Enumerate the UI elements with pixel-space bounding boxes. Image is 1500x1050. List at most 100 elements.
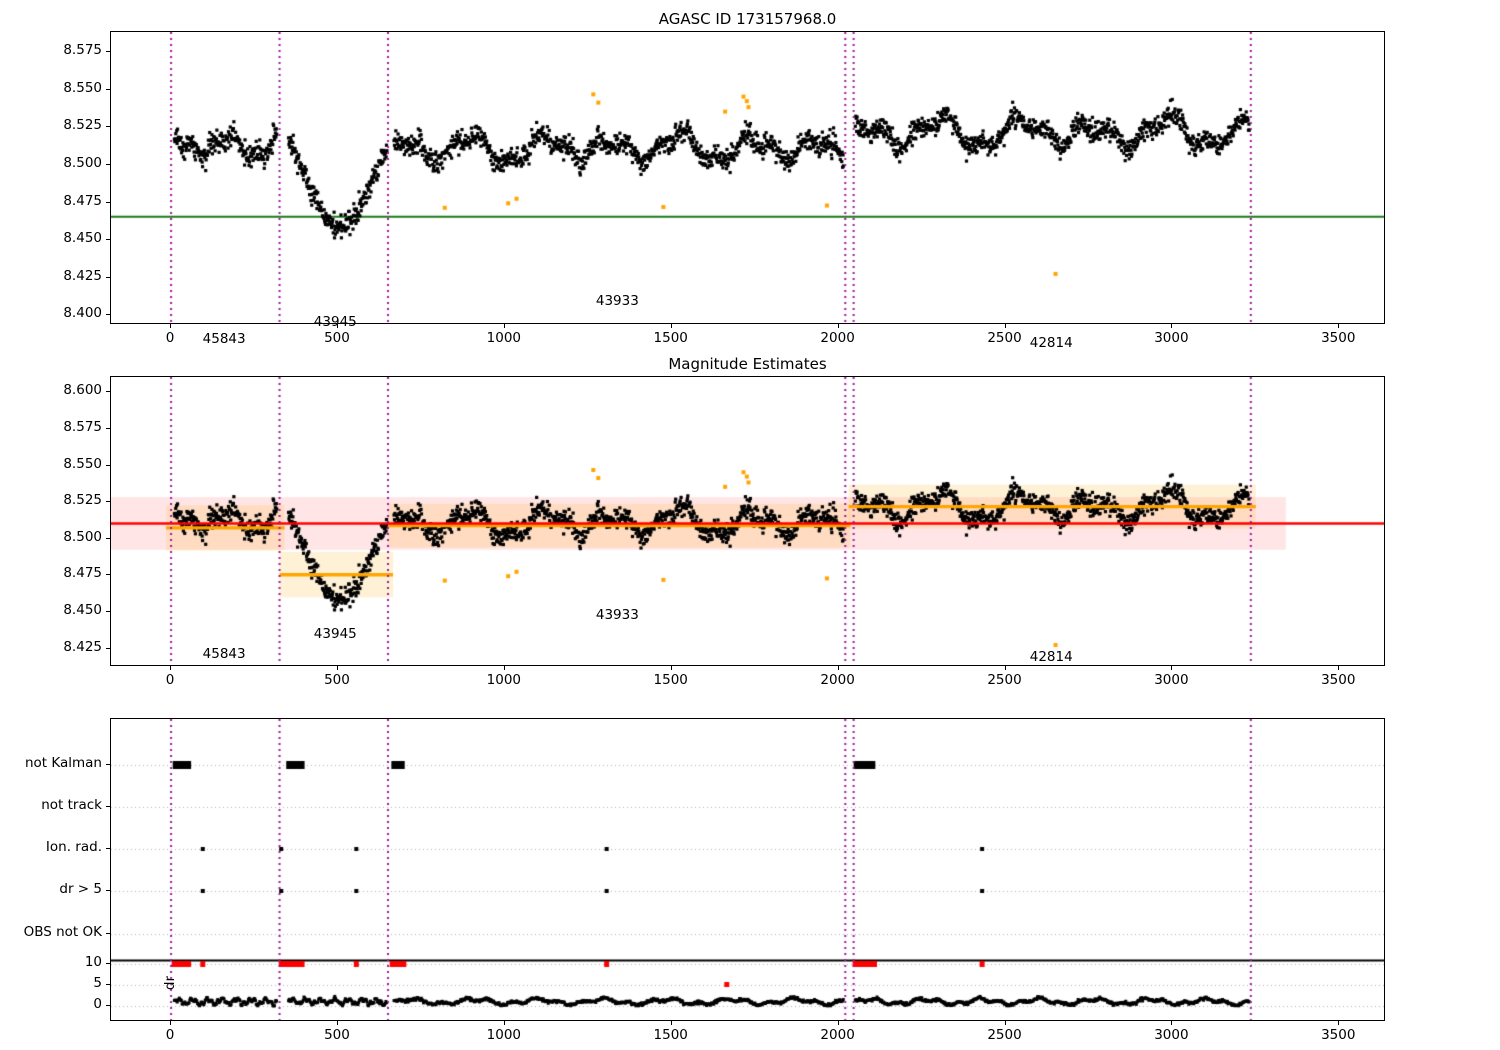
axis-tick-label-y: 8.525 (63, 117, 102, 134)
axis-tick-label-x: 3500 (1321, 672, 1356, 688)
axis-tick-label-y: 8.475 (63, 192, 102, 209)
axis-tick-label-x: 1500 (653, 1027, 688, 1043)
axis-tick-label-y: 8.400 (63, 305, 102, 322)
axis-tickmark-x (837, 666, 839, 670)
axis-tick-label-y: 8.600 (63, 382, 102, 399)
axis-tickmark-x (1171, 666, 1173, 670)
axis-tickmark-x (503, 666, 505, 670)
axis-tickmark-y (106, 537, 110, 539)
axis-tickmark-y (106, 163, 110, 165)
axis-tickmark-y (106, 963, 110, 964)
axis-tickmark-x (670, 666, 672, 670)
axis-tick-label-x: 0 (165, 672, 175, 688)
axis-tickmark-x (503, 324, 505, 328)
axis-tick-label-y: 8.500 (63, 528, 102, 545)
obsid-label: 43945 (313, 626, 357, 642)
axis-tick-label-y: dr > 5 (59, 881, 102, 897)
axis-tickmark-y (106, 391, 110, 393)
axis-tickmark-y (106, 201, 110, 203)
axis-tickmark-y (106, 647, 110, 649)
axis-tickmark-y (106, 239, 110, 241)
obsid-label: 42814 (1029, 335, 1073, 351)
axis-tick-label-x: 2000 (820, 1027, 855, 1043)
obsid-label: 45843 (202, 646, 246, 662)
axis-tick-label-x: 2500 (987, 672, 1022, 688)
axis-tick-label-x: 2000 (820, 672, 855, 688)
axis-tickmark-y (106, 848, 110, 849)
axis-tick-label-x: 0 (165, 1027, 175, 1043)
axis-tick-label-y: 8.575 (63, 42, 102, 59)
axis-tick-label-x: 1000 (486, 330, 522, 346)
axis-tick-label-y: 0 (93, 996, 102, 1012)
obsid-label: 43933 (595, 607, 639, 623)
panel3-axes (110, 718, 1385, 1021)
axis-tickmark-x (837, 1021, 839, 1025)
axis-tickmark-y (106, 88, 110, 90)
axis-tick-label-x: 2000 (820, 330, 855, 346)
axis-tick-label-x: 3000 (1154, 330, 1189, 346)
axis-tick-label-y: 8.525 (63, 492, 102, 509)
axis-tickmark-x (1171, 1021, 1173, 1025)
panel3-ylabel-dr: dr (162, 975, 179, 991)
axis-tick-label-y: 8.475 (63, 565, 102, 582)
axis-tickmark-y (106, 501, 110, 503)
axis-tick-label-x: 1500 (653, 330, 688, 346)
axis-tick-label-x: 3000 (1154, 672, 1189, 688)
obsid-label: 42814 (1029, 649, 1073, 665)
axis-tick-label-y: 5 (93, 975, 102, 991)
axis-tick-label-y: 8.575 (63, 418, 102, 435)
axis-tickmark-x (1004, 1021, 1006, 1025)
axis-tick-label-x: 3500 (1321, 1027, 1356, 1043)
axis-tickmark-x (336, 324, 338, 328)
axis-tick-label-y: 8.425 (63, 267, 102, 284)
obsid-label: 45843 (202, 331, 246, 347)
axis-tickmark-y (106, 574, 110, 576)
axis-tickmark-y (106, 276, 110, 278)
axis-tickmark-y (106, 1005, 110, 1006)
axis-tickmark-x (1004, 324, 1006, 328)
axis-tick-label-x: 1500 (653, 672, 688, 688)
axis-tick-label-y: 10 (84, 954, 102, 970)
axis-tickmark-x (670, 1021, 672, 1025)
panel2-axes (110, 376, 1385, 666)
axis-tickmark-y (106, 984, 110, 985)
axis-tickmark-y (106, 890, 110, 891)
axis-tick-label-x: 3000 (1154, 1027, 1189, 1043)
axis-tickmark-x (837, 324, 839, 328)
axis-tickmark-y (106, 427, 110, 429)
axis-tick-label-y: 8.550 (63, 79, 102, 96)
axis-tick-label-y: not track (41, 797, 102, 813)
axis-tick-label-x: 500 (324, 330, 350, 346)
axis-tickmark-x (1338, 1021, 1340, 1025)
axis-tick-label-x: 500 (324, 1027, 350, 1043)
axis-tickmark-x (1004, 666, 1006, 670)
axis-tick-label-y: 8.450 (63, 230, 102, 247)
axis-tickmark-x (170, 1021, 172, 1025)
axis-tickmark-x (1338, 666, 1340, 670)
panel1-axes (110, 31, 1385, 324)
axis-tick-label-y: 8.450 (63, 602, 102, 619)
axis-tick-label-y: 8.500 (63, 154, 102, 171)
axis-tickmark-y (106, 464, 110, 466)
axis-tickmark-x (336, 666, 338, 670)
axis-tickmark-y (106, 314, 110, 316)
axis-tickmark-y (106, 764, 110, 765)
axis-tick-label-y: Ion. rad. (45, 839, 102, 855)
axis-tick-label-x: 2500 (987, 1027, 1022, 1043)
axis-tick-label-x: 3500 (1321, 330, 1356, 346)
panel2-title: Magnitude Estimates (668, 355, 827, 373)
axis-tick-label-y: 8.550 (63, 455, 102, 472)
obsid-label: 43933 (595, 293, 639, 309)
axis-tickmark-x (170, 324, 172, 328)
axis-tickmark-x (170, 666, 172, 670)
axis-tickmark-y (106, 933, 110, 934)
axis-tickmark-y (106, 126, 110, 128)
axis-tick-label-x: 1000 (486, 1027, 522, 1043)
axis-tickmark-x (670, 324, 672, 328)
axis-tickmark-y (106, 51, 110, 53)
axis-tickmark-y (106, 806, 110, 807)
axis-tick-label-x: 500 (324, 672, 350, 688)
axis-tickmark-x (336, 1021, 338, 1025)
axis-tick-label-y: not Kalman (24, 755, 102, 771)
